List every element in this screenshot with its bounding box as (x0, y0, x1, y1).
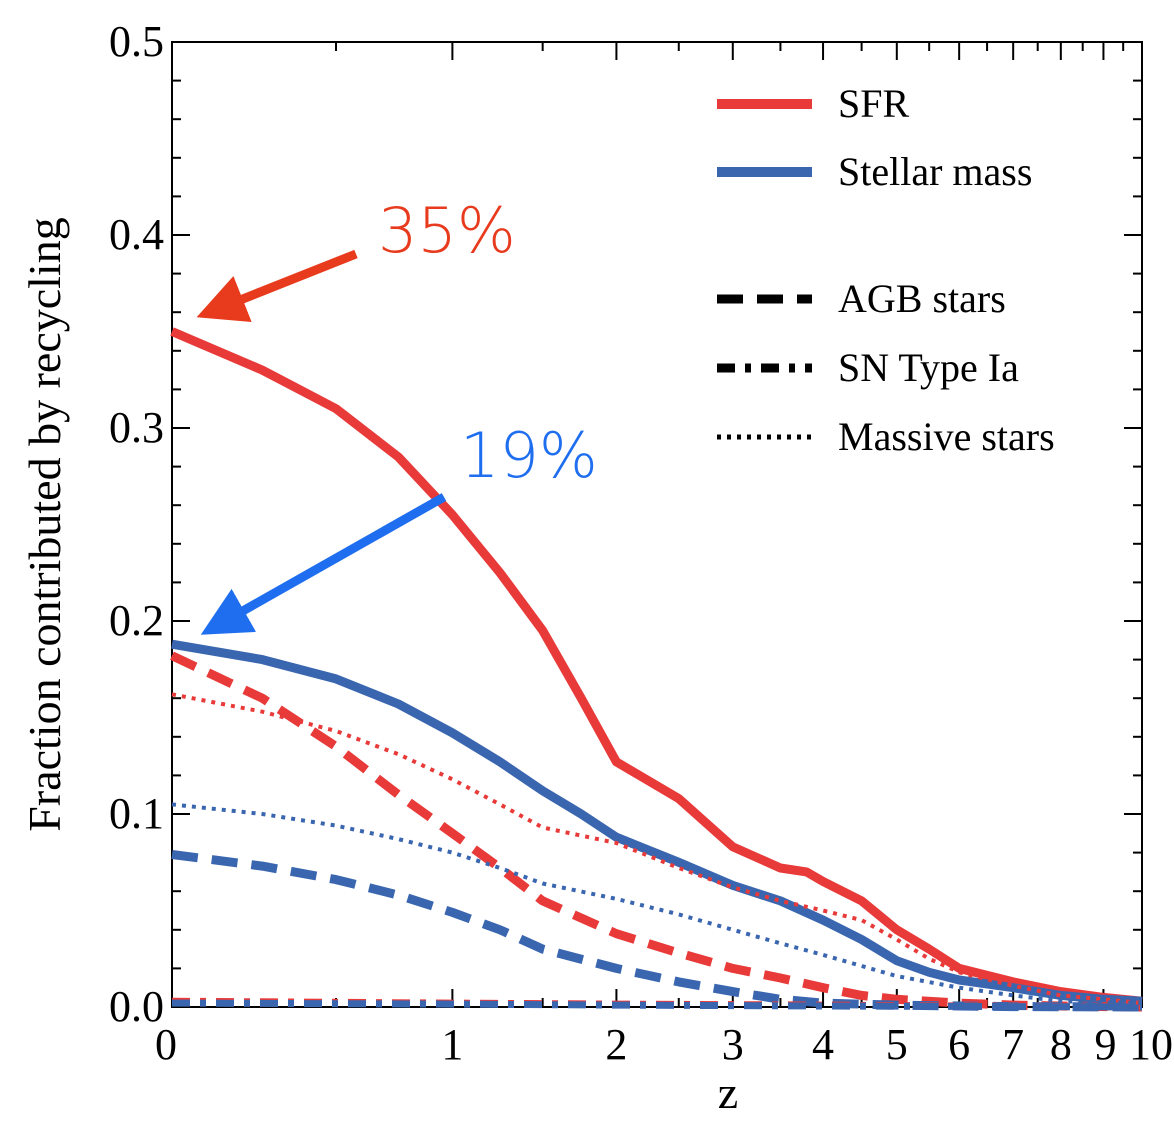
series-line-sfr-massive-stars (171, 692, 1143, 1006)
x-tick-label: 5 (886, 1020, 908, 1069)
series-line-sfr (170, 327, 1143, 1006)
x-tick-label: 10 (1129, 1020, 1173, 1069)
y-tick-label: 0.5 (109, 17, 164, 66)
annotations: 35% 19% (196, 194, 598, 635)
annotation-arrow (200, 493, 447, 635)
y-tick-label: 0.0 (109, 982, 164, 1031)
legend: SFR Stellar mass AGB stars SN Type Ia Massiv… (717, 81, 1055, 459)
axis-ticks: 0.0 0.1 0.2 0.3 0.4 0.5 0 1 2 3 4 5 6 7 8 9 10 (109, 17, 1173, 1069)
x-tick-label: 8 (1050, 1020, 1072, 1069)
x-tick-label: 7 (1002, 1020, 1024, 1069)
x-tick-label: 0 (155, 1020, 177, 1069)
legend-label: Stellar mass (838, 149, 1032, 194)
x-tick-label: 1 (441, 1020, 463, 1069)
data-series (170, 327, 1143, 1012)
y-axis-title: Fraction contributed by recycling (19, 217, 70, 831)
legend-label: Massive stars (838, 414, 1055, 459)
x-axis-title: z (718, 1067, 738, 1118)
y-tick-label: 0.2 (109, 596, 164, 645)
x-tick-label: 9 (1094, 1020, 1116, 1069)
axis-labels: z Fraction contributed by recycling (19, 217, 738, 1118)
series-line-stellar-mass (171, 639, 1143, 1006)
x-tick-label: 4 (812, 1020, 834, 1069)
x-tick-label: 3 (722, 1020, 744, 1069)
legend-label: AGB stars (838, 276, 1006, 321)
y-tick-label: 0.4 (109, 210, 164, 259)
y-tick-label: 0.3 (109, 403, 164, 452)
series-line-sfr-agb-stars (170, 651, 1143, 1012)
annotation-label: 19% (460, 419, 598, 492)
series-line-stellar-mass-sn-type-ia (171, 999, 1143, 1011)
x-tick-label: 2 (605, 1020, 627, 1069)
annotation-label: 35% (378, 194, 516, 267)
x-tick-label: 6 (948, 1020, 970, 1069)
legend-label: SN Type Ia (838, 345, 1019, 390)
legend-label: SFR (838, 81, 909, 126)
y-tick-label: 0.1 (109, 789, 164, 838)
annotation-arrow (196, 249, 358, 323)
